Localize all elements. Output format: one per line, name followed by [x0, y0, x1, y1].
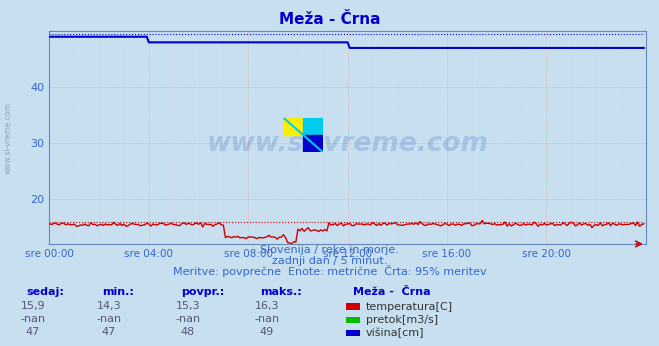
- Text: min.:: min.:: [102, 287, 134, 297]
- Text: temperatura[C]: temperatura[C]: [366, 302, 453, 312]
- Text: -nan: -nan: [175, 314, 200, 324]
- Text: pretok[m3/s]: pretok[m3/s]: [366, 315, 438, 325]
- Text: 47: 47: [26, 327, 40, 337]
- Text: povpr.:: povpr.:: [181, 287, 225, 297]
- Text: višina[cm]: višina[cm]: [366, 328, 424, 338]
- Text: 49: 49: [260, 327, 274, 337]
- Text: Meža - Črna: Meža - Črna: [279, 12, 380, 27]
- Text: -nan: -nan: [254, 314, 279, 324]
- Text: -nan: -nan: [96, 314, 121, 324]
- Text: www.si-vreme.com: www.si-vreme.com: [207, 131, 488, 157]
- Bar: [283, 118, 303, 135]
- Text: maks.:: maks.:: [260, 287, 302, 297]
- Text: Meža -  Črna: Meža - Črna: [353, 287, 430, 297]
- Text: 14,3: 14,3: [96, 301, 121, 311]
- Text: -nan: -nan: [20, 314, 45, 324]
- Text: Meritve: povprečne  Enote: metrične  Črta: 95% meritev: Meritve: povprečne Enote: metrične Črta:…: [173, 265, 486, 277]
- Text: Slovenija / reke in morje.: Slovenija / reke in morje.: [260, 245, 399, 255]
- Bar: [303, 135, 323, 152]
- Text: 15,3: 15,3: [175, 301, 200, 311]
- Text: sedaj:: sedaj:: [26, 287, 64, 297]
- Text: 16,3: 16,3: [254, 301, 279, 311]
- Text: 15,9: 15,9: [20, 301, 45, 311]
- Text: 48: 48: [181, 327, 195, 337]
- Text: 47: 47: [101, 327, 116, 337]
- Bar: [303, 118, 323, 135]
- Text: zadnji dan / 5 minut.: zadnji dan / 5 minut.: [272, 256, 387, 266]
- Text: www.si-vreme.com: www.si-vreme.com: [3, 102, 13, 174]
